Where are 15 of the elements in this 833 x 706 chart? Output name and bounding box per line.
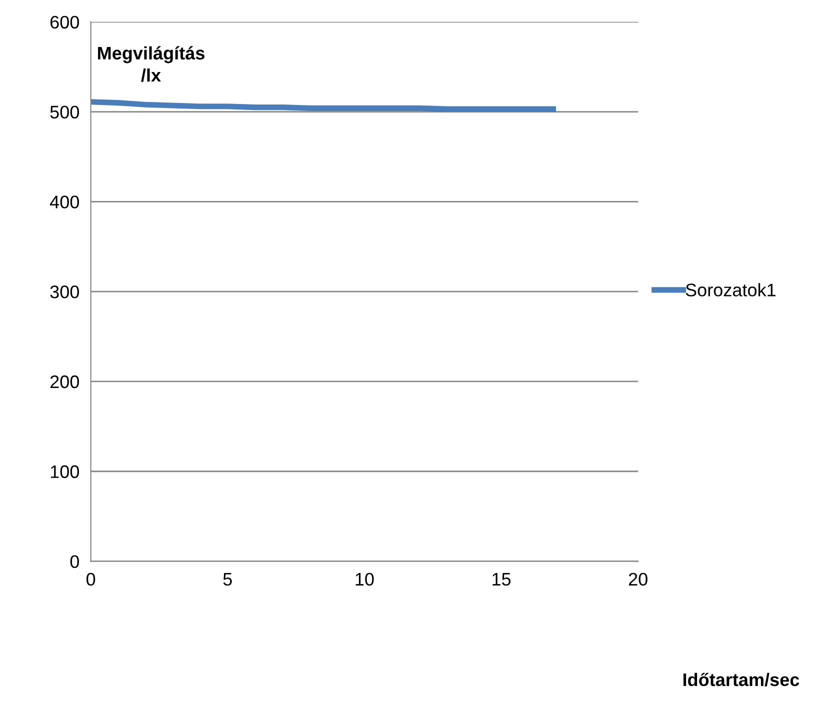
y-tick-label: 0 — [70, 555, 79, 568]
y-tick-label: 300 — [50, 286, 79, 298]
x-tick-label: 20 — [628, 572, 648, 586]
x-tick-label: 0 — [86, 572, 96, 586]
y-tick-label: 100 — [50, 465, 79, 478]
y-tick-label: 600 — [50, 16, 79, 29]
y-axis-title: Megvilágítás /lx — [98, 46, 204, 82]
x-tick-label: 10 — [356, 572, 374, 586]
x-tick-label: 15 — [492, 573, 511, 586]
text: Időtartam/sec — [683, 672, 800, 686]
y-tick-label: 200 — [50, 375, 79, 388]
x-tick-label: 5 — [223, 573, 232, 586]
y-tick-label: 400 — [50, 196, 79, 208]
legend-label: Sorozatok1 — [686, 283, 776, 296]
y-tick-label: 500 — [50, 106, 79, 119]
